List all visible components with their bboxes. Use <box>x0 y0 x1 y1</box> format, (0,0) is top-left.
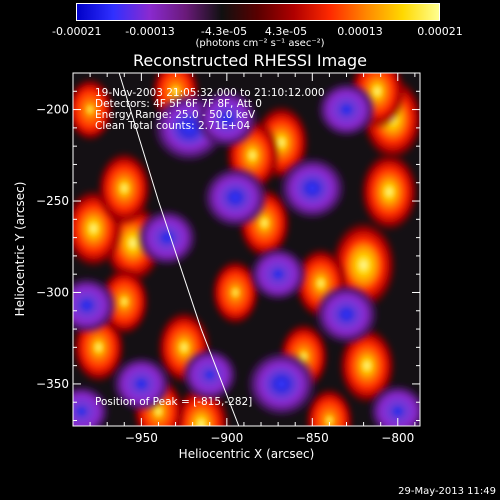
colorbar-units: (photons cm⁻² s⁻¹ asec⁻²) <box>195 38 325 49</box>
emission-blob <box>96 150 153 227</box>
negative-blob <box>313 283 380 346</box>
colorbar-tick-label: 0.00013 <box>337 25 383 38</box>
emission-blob <box>358 150 420 233</box>
chart-title: Reconstructed RHESSI Image <box>133 51 367 70</box>
solar-limb-line <box>118 73 240 426</box>
plot-frame <box>72 72 421 427</box>
negative-blob <box>248 245 308 303</box>
negative-blob <box>201 165 270 230</box>
y-tick-label: −300 <box>36 285 69 299</box>
colorbar <box>76 3 440 21</box>
emission-blob <box>304 386 355 426</box>
clean-total-counts-label: Clean Total counts: 2.71E+04 <box>95 120 251 132</box>
y-axis-label: Heliocentric Y (arcsec) <box>13 181 27 317</box>
emission-blob <box>73 76 115 143</box>
negative-blob <box>245 349 318 419</box>
energy-range-label: Energy Range: 25.0 - 50.0 keV <box>95 109 256 121</box>
negative-blob <box>180 347 239 403</box>
colorbar-tick-label: -4.3e-05 <box>200 25 248 38</box>
colorbar-tick-label: -0.00021 <box>52 25 102 38</box>
x-tick-label: −950 <box>125 431 158 445</box>
y-tick-label: −350 <box>36 377 69 391</box>
negative-blob <box>277 155 348 222</box>
negative-blob <box>194 88 260 150</box>
negative-blob <box>315 80 378 139</box>
emission-blob <box>210 258 261 327</box>
y-tick-label: −250 <box>36 194 69 208</box>
x-axis-label: Heliocentric X (arcsec) <box>178 447 315 461</box>
time-range-label: 19-Nov-2003 21:05:32.000 to 21:10:12.000 <box>95 87 325 99</box>
y-tick-label: −200 <box>36 103 69 117</box>
negative-blob <box>135 207 199 268</box>
colorbar-tick-label: -0.00013 <box>125 25 175 38</box>
colorbar-tick-label: 4.3e-05 <box>264 25 308 38</box>
x-tick-label: −850 <box>296 431 329 445</box>
negative-blob <box>73 275 119 336</box>
negative-blob <box>367 383 420 426</box>
emission-blob <box>337 325 397 406</box>
footer-timestamp: 29-May-2013 11:49 <box>398 486 496 497</box>
negative-blob <box>110 354 173 413</box>
detectors-label: Detectors: 4F 5F 6F 7F 8F, Att 0 <box>95 98 262 110</box>
negative-blob <box>73 383 111 426</box>
peak-position-label: Position of Peak = [-815,-282] <box>95 396 253 408</box>
colorbar-tick-label: 0.00021 <box>417 25 463 38</box>
x-tick-label: −800 <box>381 431 414 445</box>
x-tick-label: −900 <box>210 431 243 445</box>
